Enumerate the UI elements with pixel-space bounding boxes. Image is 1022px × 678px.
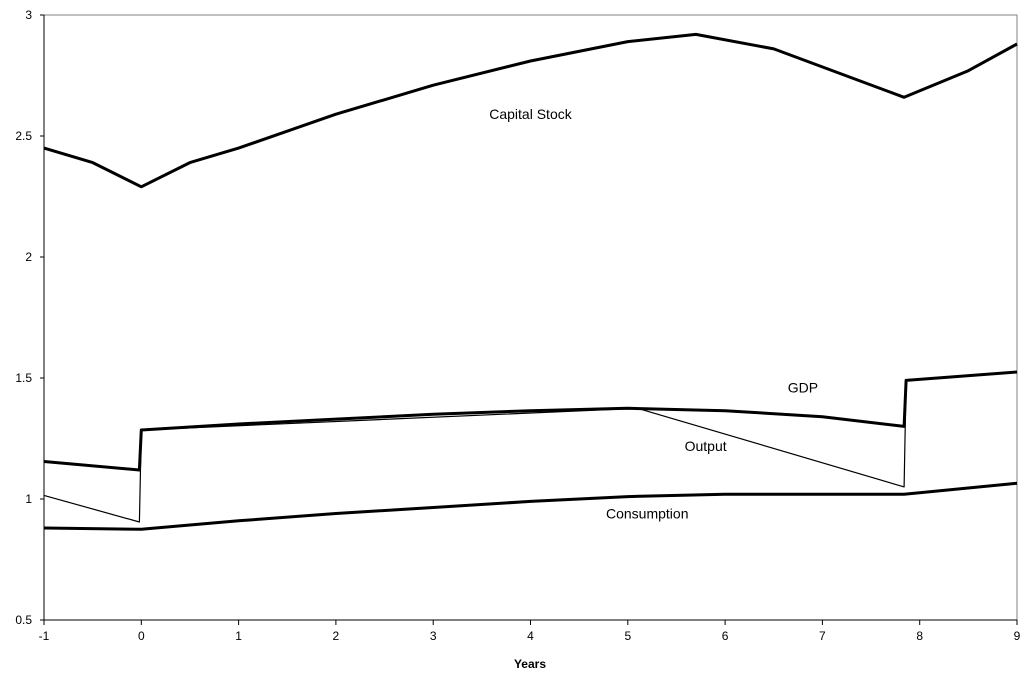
x-axis-title: Years — [514, 657, 546, 671]
series-line-gdp — [43, 370, 1018, 472]
x-tick-label: -1 — [39, 629, 50, 643]
x-tick-label: 1 — [235, 629, 242, 643]
y-tick-label: 2 — [25, 250, 32, 264]
x-tick-label: 9 — [1014, 629, 1021, 643]
series-label-capital-stock: Capital Stock — [489, 106, 572, 122]
x-tick-label: 6 — [722, 629, 729, 643]
y-tick-label: 2.5 — [15, 129, 32, 143]
series-label-gdp: GDP — [788, 380, 818, 396]
series-annotations: Capital Stock GDP Output Consumption — [489, 106, 818, 521]
series-label-consumption: Consumption — [606, 506, 689, 522]
x-tick-label: 4 — [527, 629, 534, 643]
x-tick-label: 7 — [819, 629, 826, 643]
series-label-output: Output — [685, 438, 727, 454]
series-line-consumption — [43, 481, 1018, 531]
axes: 0.5 1 1.5 2 2.5 3 -1 0 1 2 3 4 5 6 7 8 9 — [15, 8, 1020, 643]
x-tick-label: 3 — [430, 629, 437, 643]
x-tick-label: 0 — [138, 629, 145, 643]
y-tick-label: 0.5 — [15, 613, 32, 627]
y-tick-label: 3 — [25, 8, 32, 22]
y-tick-label: 1 — [25, 492, 32, 506]
x-tick-label: 8 — [916, 629, 923, 643]
series-line-capital-stock — [43, 32, 1018, 189]
x-tick-label: 2 — [333, 629, 340, 643]
y-tick-label: 1.5 — [15, 371, 32, 385]
x-tick-label: 5 — [624, 629, 631, 643]
series-lines — [43, 32, 1018, 531]
series-line-output — [43, 380, 907, 523]
